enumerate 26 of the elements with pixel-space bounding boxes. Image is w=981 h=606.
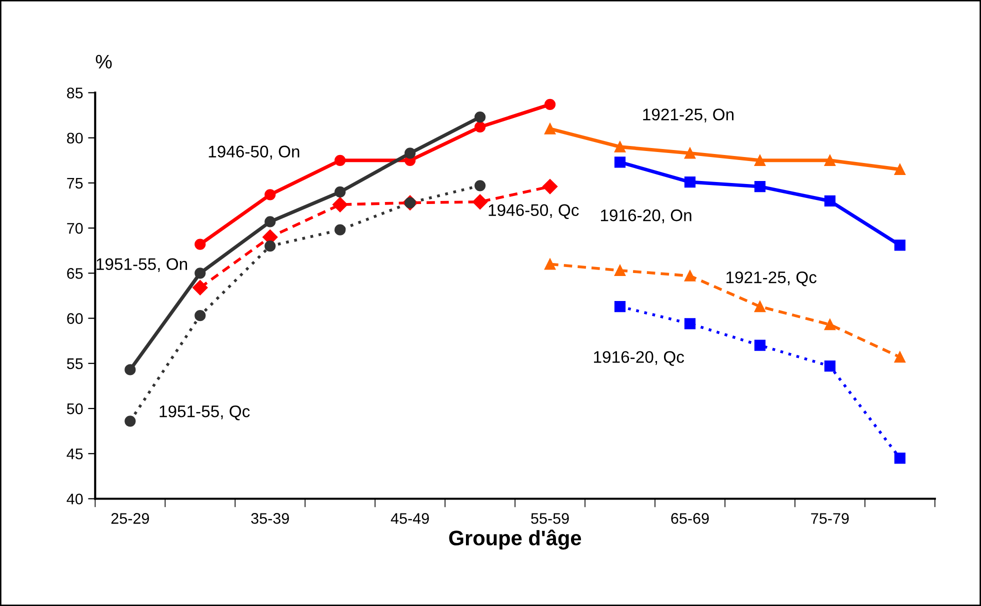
series-label: 1951-55, Qc [160, 405, 250, 420]
series-label: 1946-50, On [208, 146, 300, 160]
y-axis-title: % [96, 54, 112, 68]
y-tick-label: 75 [67, 178, 83, 189]
series-label: 1946-50, Qc [488, 204, 579, 220]
y-tick-label: 60 [67, 313, 83, 324]
y-tick-label: 55 [66, 358, 83, 370]
x-tick-label: 55-59 [531, 513, 569, 524]
x-tick-label: 45-49 [390, 513, 429, 524]
series-label: 1916-20, On [600, 209, 692, 224]
y-tick-label: 40 [66, 494, 83, 504]
x-tick-label: 75-79 [811, 513, 849, 524]
x-tick-label: 65-69 [671, 513, 709, 524]
x-axis-title: Groupe d'âge [449, 530, 582, 550]
y-tick-label: 45 [66, 448, 83, 460]
series-label: 1951-55, On [96, 258, 187, 272]
x-tick-label: 25-29 [111, 513, 149, 524]
y-tick-label: 65 [67, 268, 83, 279]
series-label: 1921-25, Qc [726, 271, 817, 286]
y-tick-label: 50 [66, 403, 83, 414]
series-label: 1916-20, Qc [594, 351, 684, 366]
y-tick-label: 85 [67, 88, 83, 98]
y-tick-label: 80 [67, 132, 83, 144]
series-label: 1921-25, On [643, 108, 734, 122]
y-tick-label: 70 [67, 222, 83, 234]
x-tick-label: 35-39 [251, 513, 289, 524]
